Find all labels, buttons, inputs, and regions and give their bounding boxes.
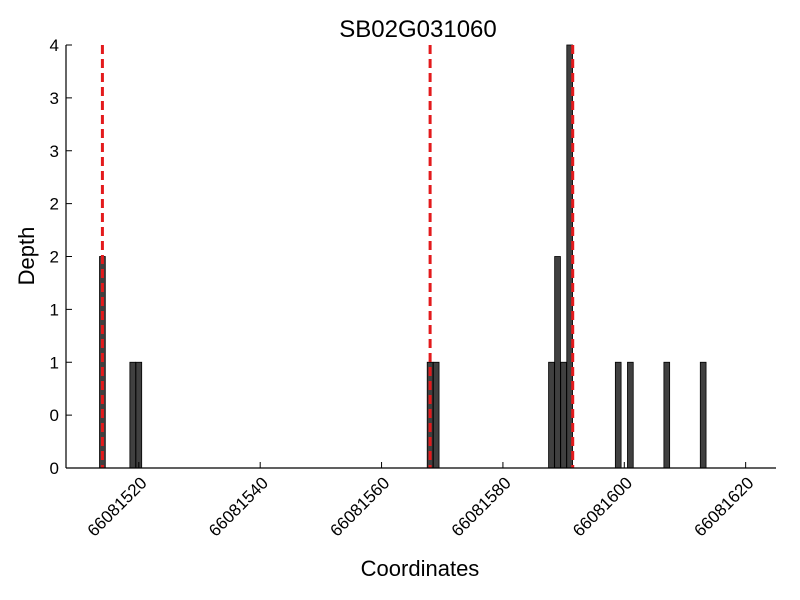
y-tick-label: 0 bbox=[50, 459, 59, 478]
x-tick-label: 66081540 bbox=[205, 473, 272, 540]
depth-bar bbox=[135, 361, 143, 469]
depth-bar bbox=[432, 361, 440, 469]
depth-bar bbox=[699, 361, 707, 469]
y-tick-label: 1 bbox=[50, 353, 59, 372]
depth-bar bbox=[548, 361, 555, 469]
y-tick-label: 3 bbox=[50, 142, 59, 161]
y-tick-label: 3 bbox=[50, 89, 59, 108]
x-tick-label: 66081580 bbox=[448, 473, 515, 540]
depth-bar bbox=[554, 256, 561, 469]
depth-bar bbox=[560, 361, 567, 469]
depth-bar bbox=[663, 361, 671, 469]
x-tick-label: 66081620 bbox=[691, 473, 758, 540]
depth-bar bbox=[129, 361, 137, 469]
x-ticks: 66081520 66081540 66081560 66081580 66081600… bbox=[84, 462, 758, 540]
y-tick-label: 2 bbox=[50, 248, 59, 267]
y-ticks: 0 0 1 1 2 2 3 3 4 bbox=[50, 36, 72, 478]
y-tick-label: 0 bbox=[50, 406, 59, 425]
chart-title: SB02G031060 bbox=[339, 16, 496, 43]
y-axis-label: Depth bbox=[14, 227, 39, 286]
y-tick-label: 2 bbox=[50, 195, 59, 214]
x-tick-label: 66081560 bbox=[326, 473, 393, 540]
y-tick-label: 4 bbox=[50, 36, 59, 55]
x-tick-label: 66081600 bbox=[569, 473, 636, 540]
depth-bar bbox=[614, 361, 622, 469]
x-axis-label: Coordinates bbox=[361, 556, 480, 581]
markers-layer bbox=[100, 45, 575, 468]
bars-layer bbox=[99, 44, 707, 469]
depth-bar bbox=[627, 361, 634, 469]
y-tick-label: 1 bbox=[50, 300, 59, 319]
x-tick-label: 66081520 bbox=[84, 473, 151, 540]
